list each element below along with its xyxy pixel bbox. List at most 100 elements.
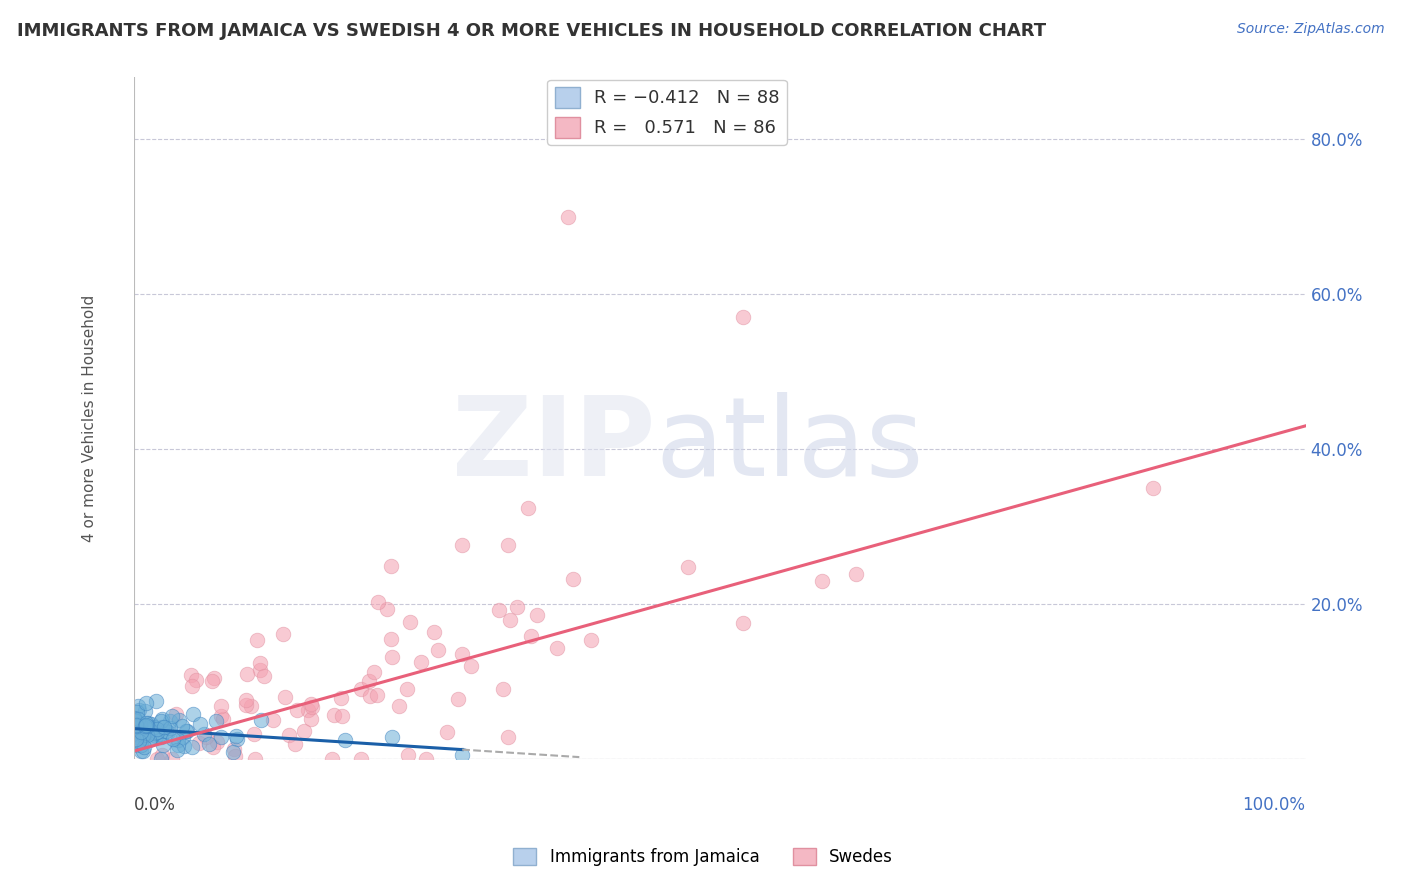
- Point: [176, 723, 198, 738]
- Point: [162, 731, 184, 746]
- Point: [150, 752, 173, 766]
- Point: [733, 616, 755, 631]
- Point: [245, 632, 267, 647]
- Point: [367, 595, 389, 609]
- Point: [249, 663, 271, 677]
- Point: [127, 712, 149, 726]
- Point: [159, 721, 181, 735]
- Point: [451, 747, 474, 762]
- Point: [128, 703, 150, 717]
- Point: [332, 709, 354, 723]
- Point: [250, 713, 273, 727]
- Point: [201, 739, 224, 754]
- Point: [188, 717, 211, 731]
- Point: [127, 731, 149, 745]
- Point: [488, 603, 510, 617]
- Point: [224, 741, 246, 756]
- Point: [519, 628, 541, 642]
- Point: [415, 752, 437, 766]
- Point: [557, 210, 579, 224]
- Point: [127, 699, 149, 714]
- Point: [135, 715, 157, 730]
- Point: [129, 744, 152, 758]
- Point: [299, 712, 322, 726]
- Point: [209, 709, 232, 723]
- Point: [359, 690, 381, 704]
- Point: [380, 558, 402, 573]
- Point: [129, 717, 152, 731]
- Point: [436, 724, 458, 739]
- Point: [447, 692, 470, 706]
- Point: [150, 747, 173, 762]
- Point: [150, 720, 173, 734]
- Point: [733, 310, 755, 325]
- Point: [562, 572, 585, 586]
- Point: [124, 720, 146, 734]
- Point: [506, 600, 529, 615]
- Point: [579, 632, 602, 647]
- Point: [166, 733, 188, 747]
- Point: [141, 721, 163, 735]
- Point: [156, 725, 179, 739]
- Point: [136, 719, 159, 733]
- Point: [125, 722, 148, 736]
- Legend: Immigrants from Jamaica, Swedes: Immigrants from Jamaica, Swedes: [505, 840, 901, 875]
- Point: [212, 712, 235, 726]
- Point: [143, 726, 166, 740]
- Point: [207, 735, 229, 749]
- Point: [129, 730, 152, 744]
- Point: [236, 666, 259, 681]
- Point: [460, 658, 482, 673]
- Point: [167, 713, 190, 727]
- Point: [678, 559, 700, 574]
- Point: [128, 717, 150, 731]
- Point: [811, 574, 834, 588]
- Point: [253, 668, 276, 682]
- Point: [136, 715, 159, 730]
- Point: [195, 730, 218, 744]
- Point: [146, 752, 169, 766]
- Point: [128, 733, 150, 747]
- Point: [149, 727, 172, 741]
- Point: [292, 724, 315, 739]
- Point: [135, 696, 157, 710]
- Point: [129, 738, 152, 752]
- Point: [145, 694, 167, 708]
- Point: [138, 733, 160, 747]
- Point: [225, 729, 247, 743]
- Point: [201, 674, 224, 689]
- Point: [205, 714, 228, 728]
- Point: [188, 737, 211, 751]
- Point: [1142, 481, 1164, 495]
- Point: [149, 714, 172, 728]
- Text: 100.0%: 100.0%: [1243, 797, 1306, 814]
- Point: [141, 717, 163, 731]
- Point: [381, 730, 404, 744]
- Point: [299, 697, 322, 711]
- Point: [222, 745, 245, 759]
- Point: [516, 500, 538, 515]
- Point: [301, 699, 323, 714]
- Point: [181, 739, 204, 754]
- Point: [396, 748, 419, 763]
- Point: [166, 743, 188, 757]
- Point: [243, 727, 266, 741]
- Point: [132, 728, 155, 742]
- Point: [375, 601, 398, 615]
- Point: [329, 691, 352, 706]
- Legend: R = −0.412   N = 88, R =   0.571   N = 86: R = −0.412 N = 88, R = 0.571 N = 86: [547, 79, 787, 145]
- Point: [388, 699, 411, 714]
- Point: [128, 717, 150, 731]
- Point: [225, 732, 247, 747]
- Point: [180, 668, 202, 682]
- Point: [173, 739, 195, 753]
- Point: [134, 725, 156, 739]
- Point: [125, 719, 148, 733]
- Point: [333, 733, 356, 747]
- Point: [423, 624, 446, 639]
- Point: [277, 728, 299, 742]
- Point: [165, 707, 187, 722]
- Point: [297, 703, 319, 717]
- Point: [129, 718, 152, 732]
- Text: ZIP: ZIP: [453, 392, 655, 499]
